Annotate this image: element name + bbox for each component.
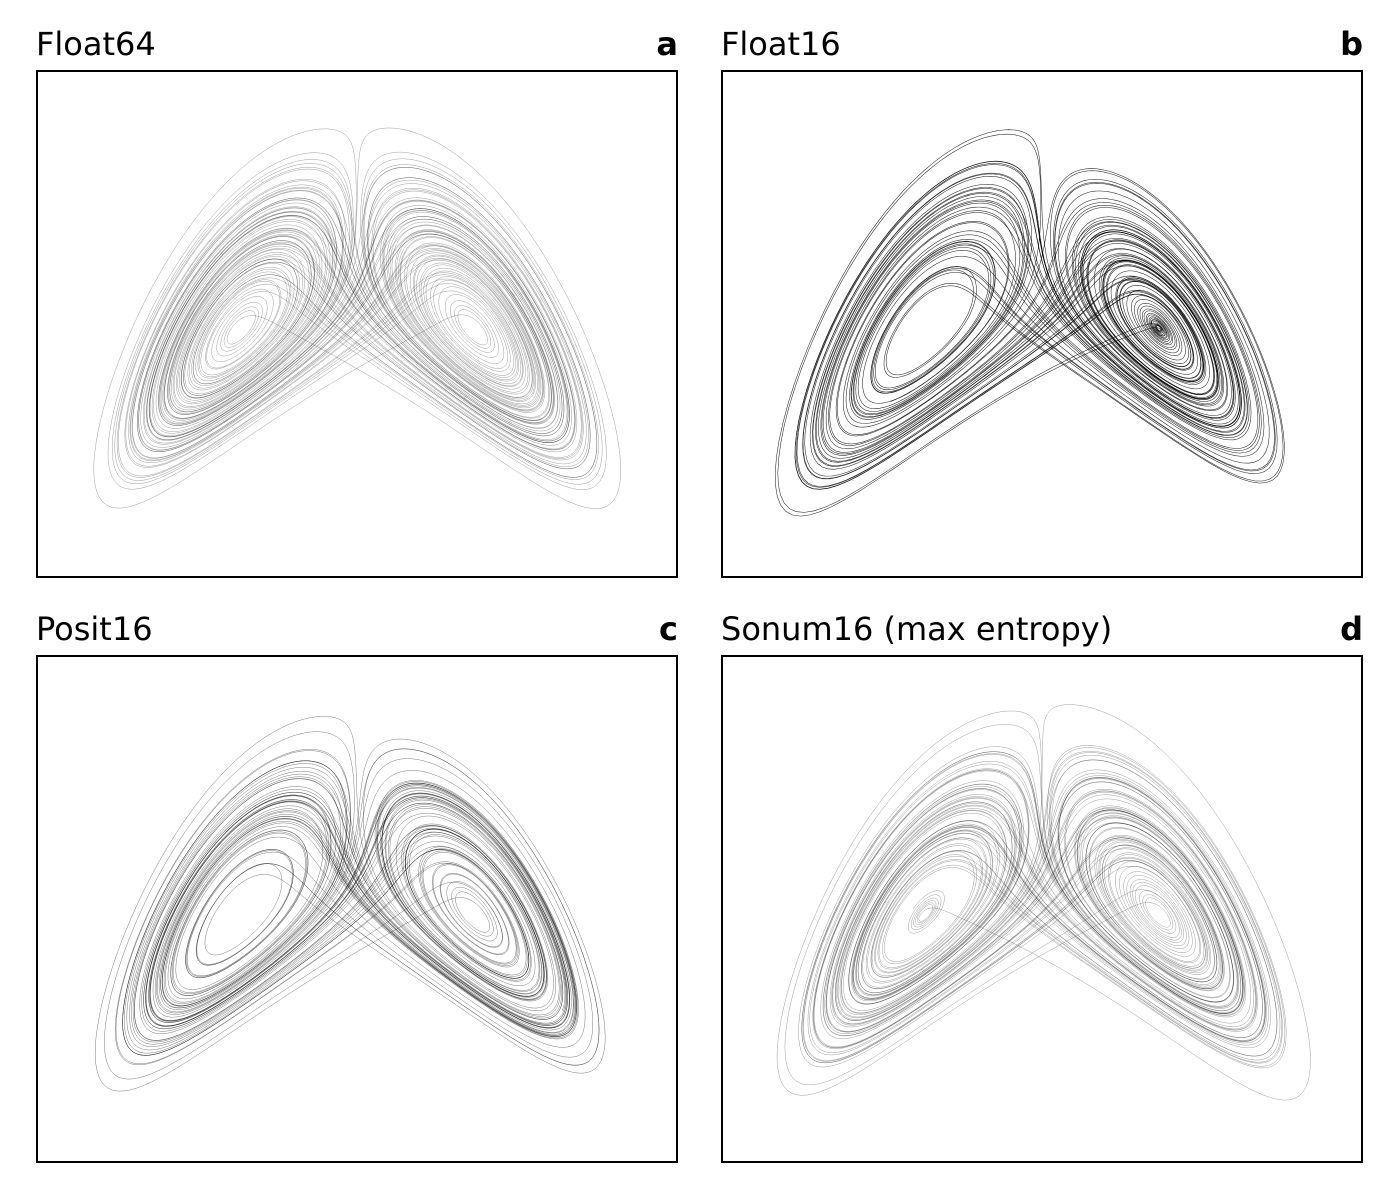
panel-title: Float64	[36, 25, 156, 63]
panel-title: Sonum16 (max entropy)	[721, 610, 1113, 648]
trajectory-segment	[798, 746, 1247, 1068]
trajectory-segment	[801, 751, 1266, 1064]
trajectory-segment	[104, 731, 576, 1080]
trajectory-segment	[796, 164, 1278, 484]
trajectory-segment	[130, 167, 598, 478]
trajectory-segment	[784, 724, 1242, 1086]
plot-area	[721, 70, 1363, 578]
trajectory-segment	[93, 128, 575, 509]
panel-letter: d	[1340, 610, 1363, 648]
trajectory-segment	[908, 890, 945, 934]
trajectory-segment	[132, 770, 586, 1048]
panel-b: Float16 b	[721, 20, 1363, 578]
trajectory-segment	[777, 133, 1265, 513]
panel-title: Posit16	[36, 610, 153, 648]
plot-area	[36, 70, 678, 578]
trajectory-segment	[134, 760, 577, 1041]
panel-title: Float16	[721, 25, 841, 63]
attractor-plot	[774, 129, 1285, 517]
trajectory-segment	[776, 710, 1241, 1096]
trajectory-segment	[803, 745, 1287, 1069]
attractor-plot	[776, 704, 1311, 1101]
trajectory-segment	[169, 207, 427, 412]
trajectory-segment	[804, 176, 1270, 477]
attractor-plot	[94, 716, 606, 1092]
plot-area	[36, 655, 678, 1163]
trajectory-segment	[158, 127, 621, 509]
trajectory-segment	[131, 773, 567, 1045]
attractor-plot	[93, 127, 621, 509]
trajectory-segment	[124, 179, 582, 468]
trajectory-segment	[843, 704, 1311, 1101]
trajectory-segment	[820, 775, 1283, 1064]
trajectory-segment	[812, 168, 1285, 484]
panel-letter: b	[1340, 25, 1363, 63]
panel-c: Posit16 c	[36, 605, 678, 1163]
panel-d: Sonum16 (max entropy) d	[721, 605, 1363, 1163]
plot-area	[721, 655, 1363, 1163]
trajectory-segment	[822, 755, 1281, 1061]
trajectory-segment	[112, 151, 607, 490]
trajectory-segment	[153, 183, 587, 465]
trajectory-segment	[129, 758, 594, 1058]
trajectory-segment	[1086, 261, 1215, 396]
trajectory-segment	[385, 799, 566, 1011]
trajectory-segment	[129, 187, 569, 462]
trajectory-segment	[94, 716, 556, 1092]
panel-letter: c	[659, 610, 678, 648]
trajectory-segment	[807, 761, 1257, 1056]
panel-a: Float64 a	[36, 20, 678, 578]
trajectory-segment	[125, 179, 589, 467]
trajectory-segment	[126, 748, 600, 1066]
trajectory-segment	[122, 760, 575, 1056]
trajectory-segment	[809, 183, 1275, 471]
trajectory-segment	[842, 207, 1259, 449]
trajectory-segment	[148, 738, 606, 1074]
trajectory-segment	[107, 152, 576, 490]
panel-letter: a	[656, 25, 678, 63]
trajectory-segment	[116, 167, 584, 478]
trajectory-segment	[802, 753, 1278, 1062]
trajectory-segment	[812, 747, 1286, 1067]
trajectory-segment	[794, 161, 1245, 490]
trajectory-segment	[137, 164, 599, 480]
trajectory-segment	[132, 190, 570, 458]
trajectory-segment	[832, 751, 1283, 1048]
trajectory-segment	[118, 158, 603, 485]
trajectory-segment	[114, 163, 568, 481]
trajectory-segment	[839, 759, 1278, 1057]
trajectory-segment	[134, 778, 576, 1041]
